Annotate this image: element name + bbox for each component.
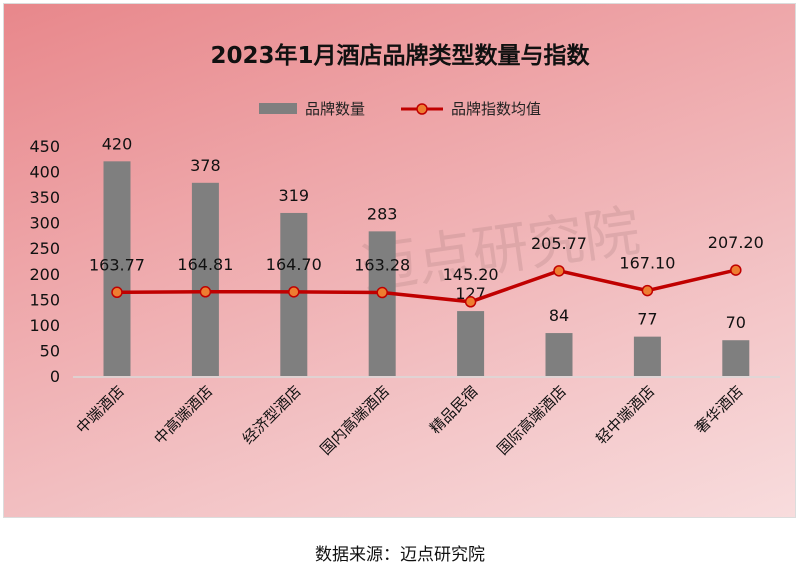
chart-title: 2023年1月酒店品牌类型数量与指数: [210, 43, 590, 69]
legend-item-line: 品牌指数均值: [401, 98, 541, 119]
line-marker: [376, 286, 388, 299]
bar-value-label: 77: [637, 310, 657, 329]
line-marker: [288, 286, 300, 298]
line-marker: [111, 286, 123, 299]
bar-value-label: 283: [367, 204, 398, 223]
index-line: [116, 268, 737, 304]
line-marker-swatch-icon: [401, 102, 443, 115]
x-category-label: 精品民宿: [426, 382, 481, 437]
line-value-label: 163.77: [89, 255, 145, 274]
y-tick-label: 0: [50, 367, 60, 386]
y-tick-label: 100: [29, 316, 60, 335]
legend-label-line: 品牌指数均值: [451, 100, 542, 118]
bar-value-label: 319: [279, 186, 310, 205]
y-tick-label: 450: [29, 137, 60, 156]
legend-item-bar: 品牌数量: [258, 98, 365, 119]
bar: [191, 182, 219, 376]
bar-value-label: 70: [726, 313, 746, 332]
bar-swatch-icon: [258, 103, 297, 114]
x-category-label: 奢华酒店: [691, 382, 746, 437]
y-tick-label: 400: [29, 163, 60, 182]
line-marker: [730, 264, 742, 276]
bar: [103, 161, 131, 376]
y-tick-label: 50: [40, 341, 60, 360]
x-category-label: 国内高端酒店: [317, 382, 393, 458]
line-value-label: 163.28: [354, 256, 410, 275]
y-tick-label: 150: [29, 290, 60, 309]
bar: [457, 311, 485, 376]
x-category-label: 国际高端酒店: [493, 382, 569, 458]
chart-panel: [3, 3, 796, 518]
y-tick-label: 350: [29, 188, 60, 207]
bar: [545, 333, 573, 376]
x-category-label: 中高端酒店: [150, 382, 216, 448]
data-source-note: 数据来源：迈点研究院: [315, 545, 485, 565]
bar: [633, 336, 661, 376]
line-marker: [641, 284, 654, 297]
bar: [368, 231, 396, 376]
chart-legend: 品牌数量 品牌指数均值: [0, 98, 800, 119]
x-category-label: 中端酒店: [73, 382, 128, 437]
x-category-label: 经济型酒店: [239, 382, 305, 448]
bar-value-label: 84: [549, 306, 569, 325]
line-value-label: 207.20: [708, 233, 764, 252]
line-value-label: 167.10: [619, 254, 675, 273]
line-value-label: 145.20: [443, 265, 499, 284]
y-tick-label: 200: [29, 265, 60, 284]
y-tick-label: 250: [29, 239, 60, 258]
x-category-label: 轻中端酒店: [592, 382, 658, 448]
line-value-label: 164.81: [177, 255, 233, 274]
line-marker: [464, 296, 477, 308]
line-marker: [553, 265, 565, 277]
bar-value-label: 420: [102, 134, 133, 153]
line-value-label: 205.77: [531, 234, 587, 253]
y-tick-label: 300: [29, 214, 60, 233]
bar: [722, 340, 750, 376]
line-value-label: 164.70: [266, 255, 322, 274]
legend-label-bar: 品牌数量: [304, 100, 365, 118]
bar-value-label: 378: [190, 156, 221, 175]
line-marker: [199, 286, 212, 298]
